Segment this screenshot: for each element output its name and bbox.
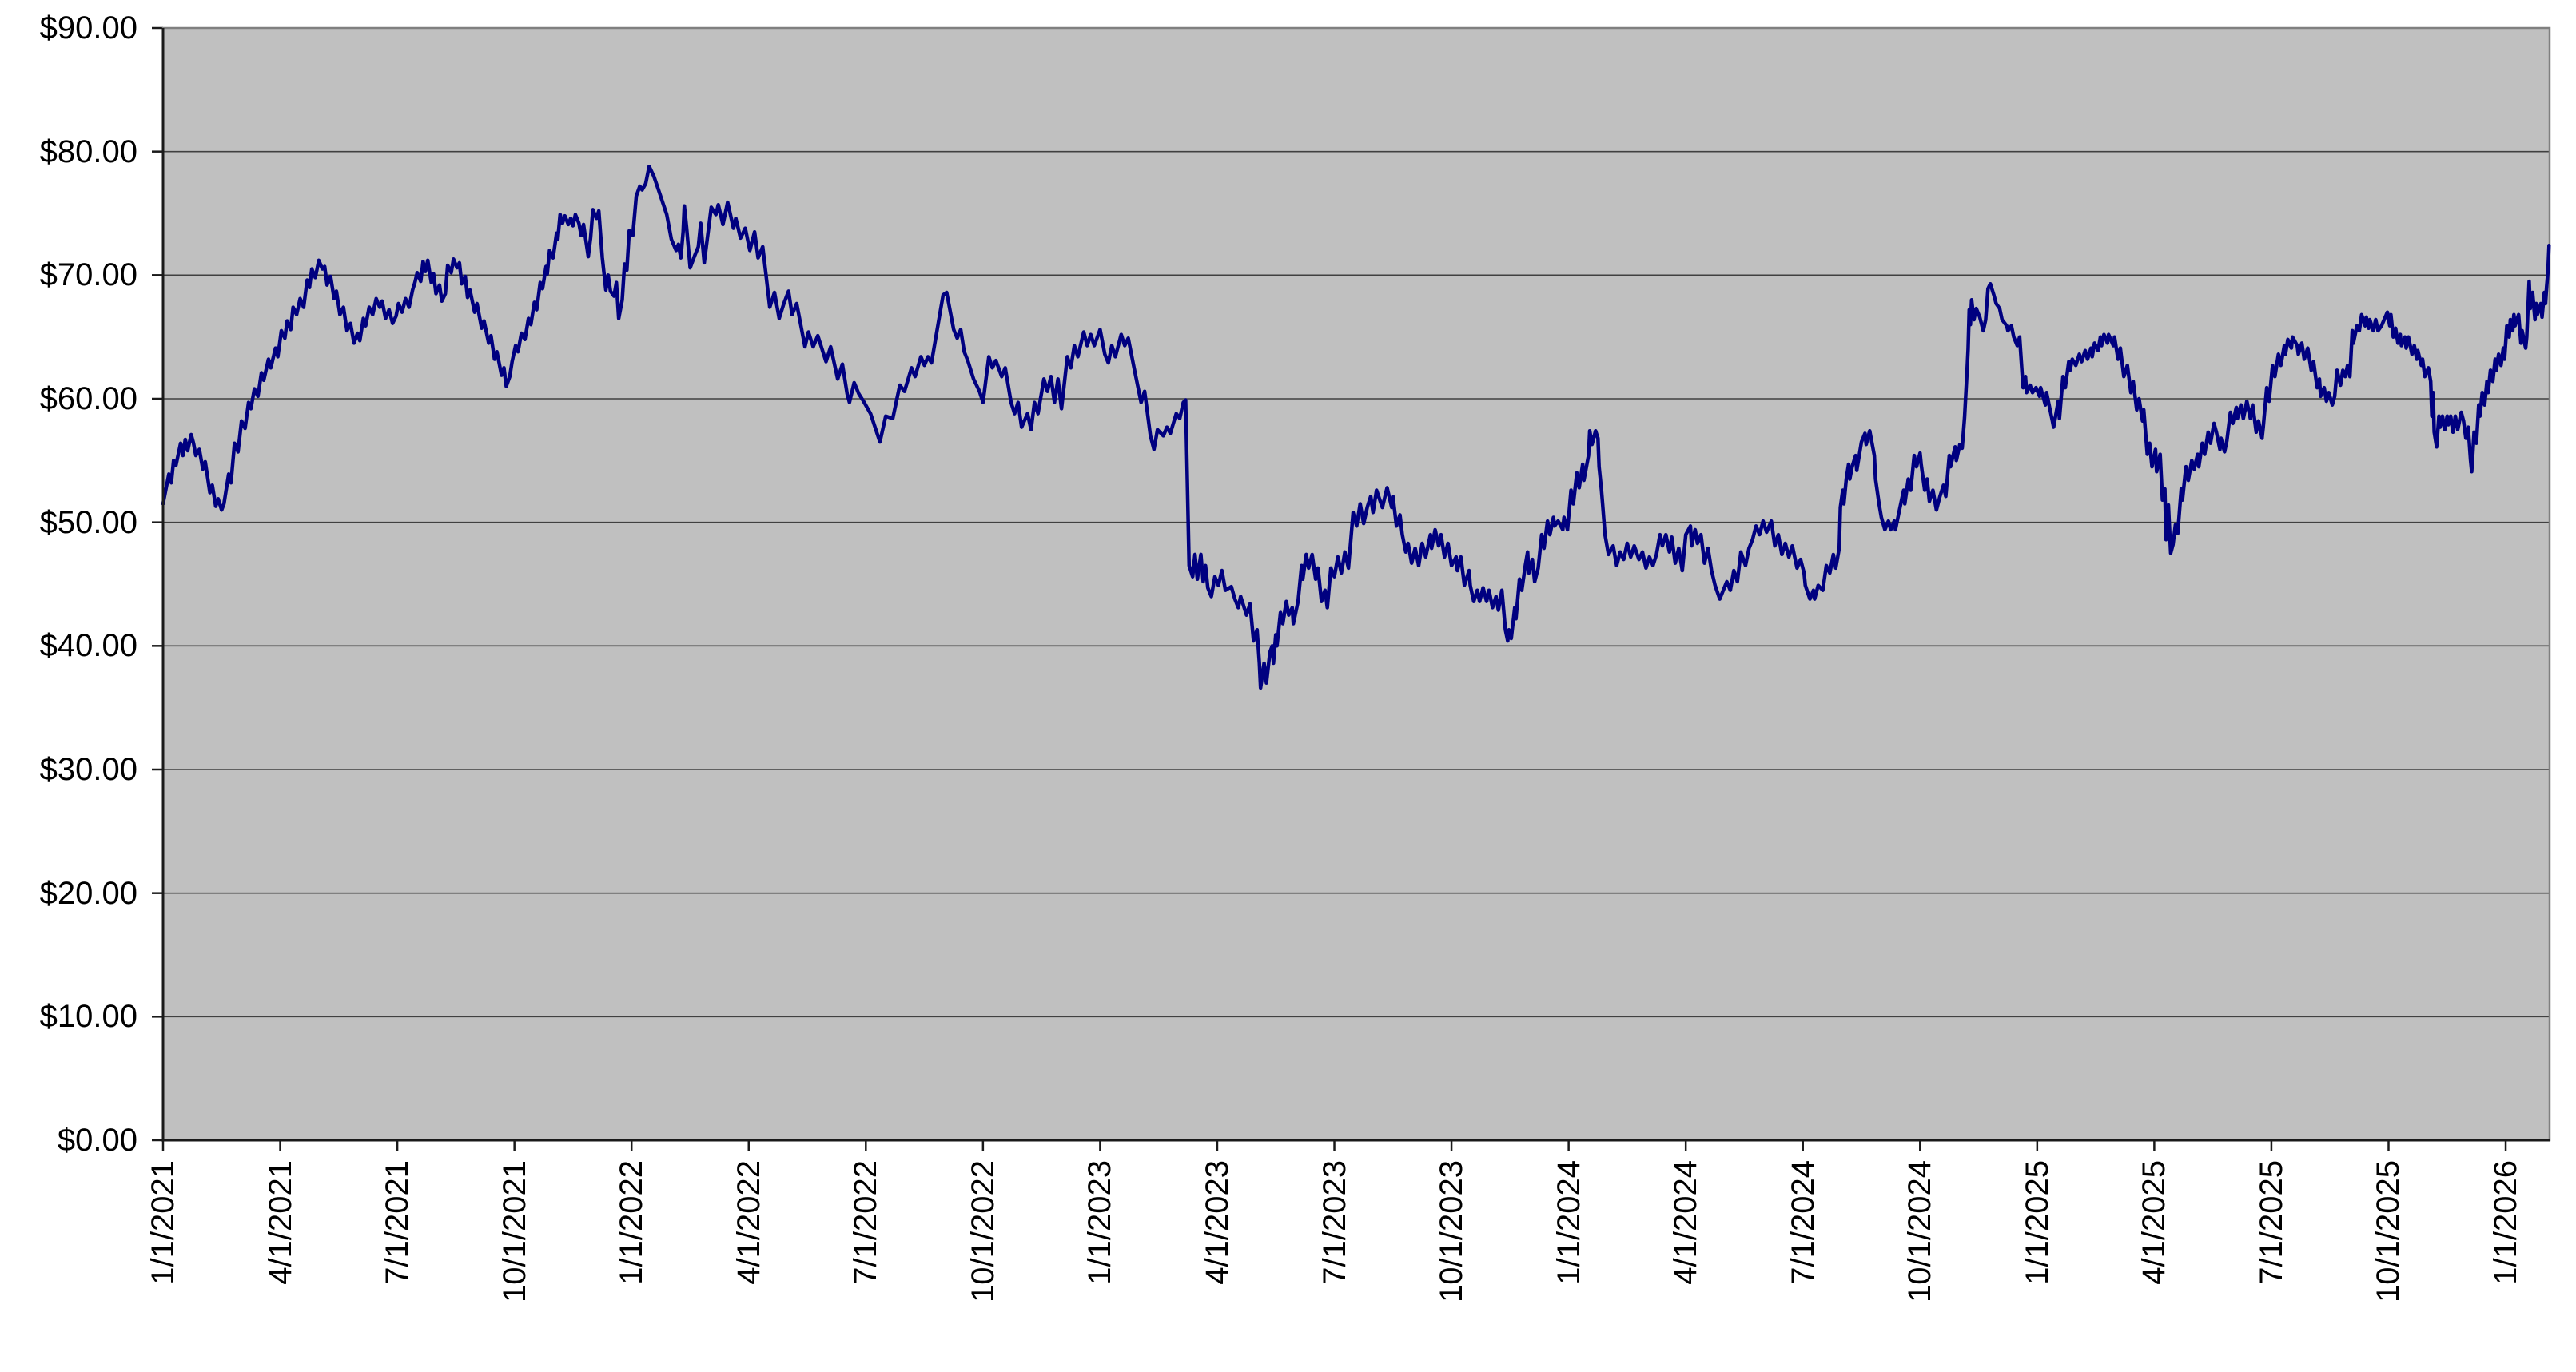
y-axis-tick-label: $20.00 bbox=[39, 875, 137, 911]
y-axis-tick-label: $0.00 bbox=[57, 1123, 137, 1158]
x-axis-tick-label: 7/1/2025 bbox=[2253, 1160, 2289, 1285]
x-axis-tick-label: 7/1/2022 bbox=[848, 1160, 884, 1285]
x-axis-tick-label: 4/1/2023 bbox=[1199, 1160, 1235, 1285]
x-axis-tick-label: 1/1/2021 bbox=[145, 1160, 181, 1285]
x-axis-tick-label: 7/1/2024 bbox=[1785, 1160, 1821, 1285]
gridlines bbox=[163, 150, 2550, 1018]
x-axis-tick-label: 10/1/2025 bbox=[2371, 1160, 2407, 1302]
x-axis-tick-label: 10/1/2024 bbox=[1902, 1160, 1938, 1302]
x-axis-tick-label: 1/1/2023 bbox=[1082, 1160, 1118, 1285]
x-axis-ticks bbox=[161, 1140, 2507, 1151]
y-axis-ticks bbox=[152, 26, 163, 1142]
y-axis-tick-label: $50.00 bbox=[39, 504, 137, 540]
y-axis-tick-label: $30.00 bbox=[39, 752, 137, 787]
y-axis-tick-label: $60.00 bbox=[39, 381, 137, 416]
x-axis-tick-label: 1/1/2022 bbox=[614, 1160, 650, 1285]
y-axis-tick-label: $90.00 bbox=[39, 10, 137, 46]
x-axis-tick-label: 10/1/2021 bbox=[496, 1160, 532, 1302]
x-axis-tick-label: 4/1/2024 bbox=[1668, 1160, 1704, 1285]
x-axis-tick-label: 7/1/2023 bbox=[1316, 1160, 1352, 1285]
price-line-series bbox=[161, 164, 2551, 690]
y-axis-tick-label: $70.00 bbox=[39, 257, 137, 293]
x-axis-tick-label: 4/1/2025 bbox=[2136, 1160, 2172, 1285]
x-axis-tick-label: 1/1/2025 bbox=[2019, 1160, 2055, 1285]
x-axis-tick-label: 1/1/2026 bbox=[2488, 1160, 2524, 1285]
x-axis-tick-label: 4/1/2021 bbox=[262, 1160, 298, 1285]
x-axis-tick-label: 1/1/2024 bbox=[1551, 1160, 1587, 1285]
y-axis-tick-label: $80.00 bbox=[39, 133, 137, 169]
x-axis-tick-label: 10/1/2023 bbox=[1434, 1160, 1470, 1302]
x-axis-tick-label: 7/1/2021 bbox=[380, 1160, 416, 1285]
x-axis-tick-label: 10/1/2022 bbox=[965, 1160, 1001, 1302]
plot-area bbox=[163, 28, 2550, 1140]
x-axis-tick-label: 4/1/2022 bbox=[731, 1160, 766, 1285]
y-axis-tick-label: $10.00 bbox=[39, 999, 137, 1035]
y-axis-tick-label: $40.00 bbox=[39, 628, 137, 664]
